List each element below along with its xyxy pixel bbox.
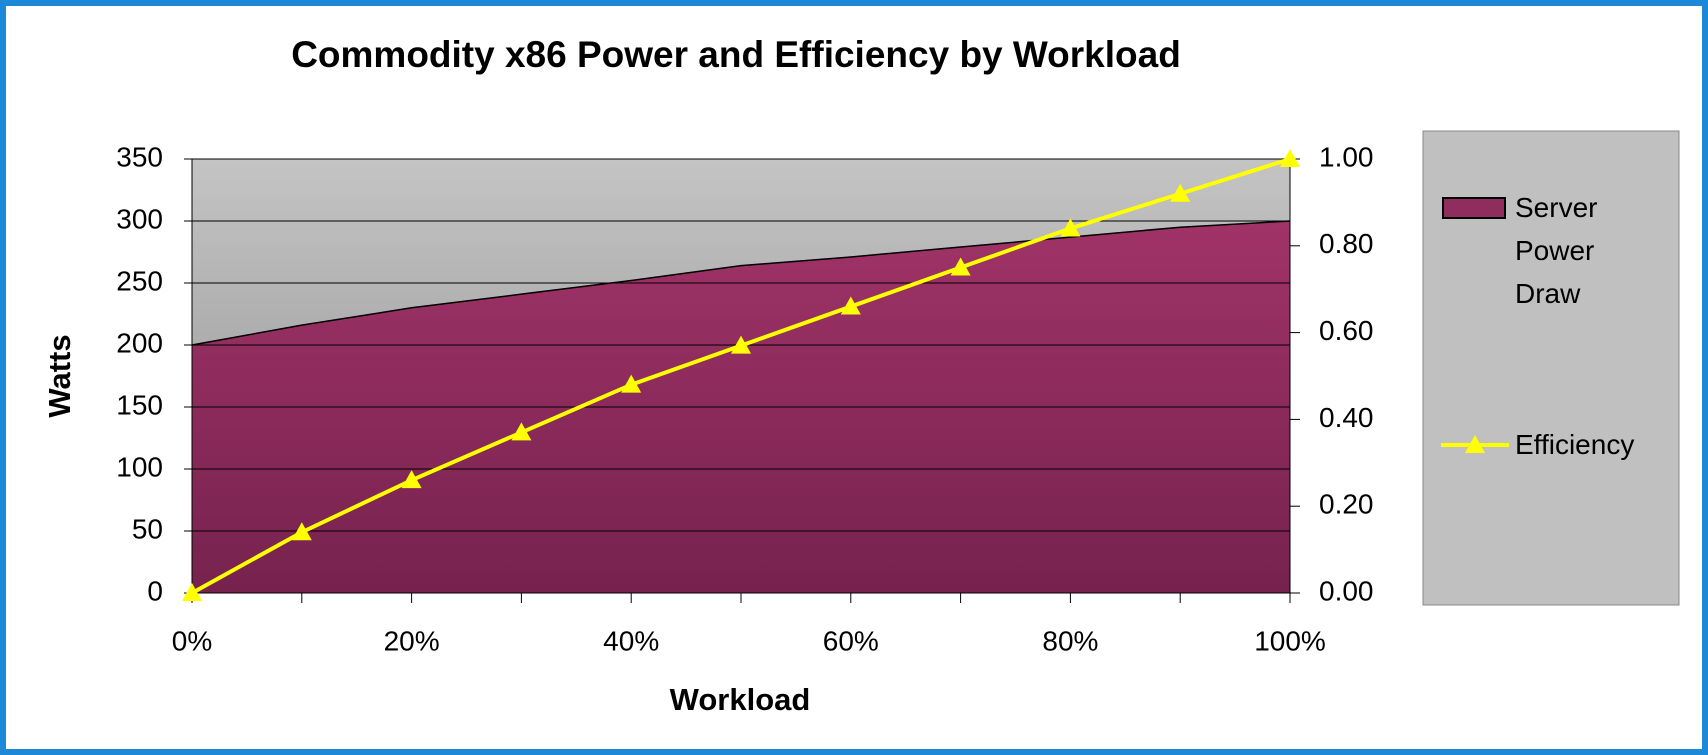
legend-swatch (1465, 435, 1485, 453)
x-tick-label: 40% (603, 625, 659, 656)
area-outline (191, 220, 1291, 346)
y-tick-label: 150 (116, 389, 163, 420)
marker (511, 422, 532, 441)
marker (1170, 183, 1191, 202)
x-tick-label: 20% (384, 625, 440, 656)
y-tick-label: 300 (116, 203, 163, 234)
y-tick-label: 200 (116, 327, 163, 358)
x-tick-label: 0% (172, 625, 212, 656)
marker (731, 335, 751, 354)
marker (182, 583, 202, 601)
x-tick-label: 60% (823, 625, 879, 656)
y-tick-label: 50 (132, 513, 163, 544)
y-tick-label: 350 (116, 141, 163, 172)
y2-tick-label: 0.80 (1319, 228, 1374, 259)
x-tick-label: 100% (1254, 625, 1326, 656)
marker (291, 522, 312, 541)
y2-tick-label: 0.00 (1319, 575, 1374, 606)
x-axis-label: Workload (670, 682, 811, 717)
y-tick-label: 100 (116, 451, 163, 482)
legend-label: Efficiency (1515, 429, 1635, 460)
marker (401, 470, 422, 489)
legend-label: Server Power Draw (1515, 192, 1598, 309)
legend-swatch (1442, 197, 1506, 219)
y2-tick-label: 0.20 (1319, 489, 1374, 520)
marker (1060, 218, 1081, 237)
y2-tick-label: 0.60 (1319, 315, 1374, 346)
marker (950, 257, 971, 276)
y-tick-label: 0 (147, 575, 163, 606)
marker (1280, 149, 1300, 167)
marker (840, 296, 861, 315)
y-tick-label: 250 (116, 265, 163, 296)
y2-tick-label: 0.40 (1319, 402, 1374, 433)
marker (621, 374, 642, 393)
x-tick-label: 80% (1042, 625, 1098, 656)
y2-tick-label: 1.00 (1319, 141, 1374, 172)
y-axis-label: Watts (42, 334, 77, 417)
chart-title: Commodity x86 Power and Efficiency by Wo… (291, 34, 1181, 75)
